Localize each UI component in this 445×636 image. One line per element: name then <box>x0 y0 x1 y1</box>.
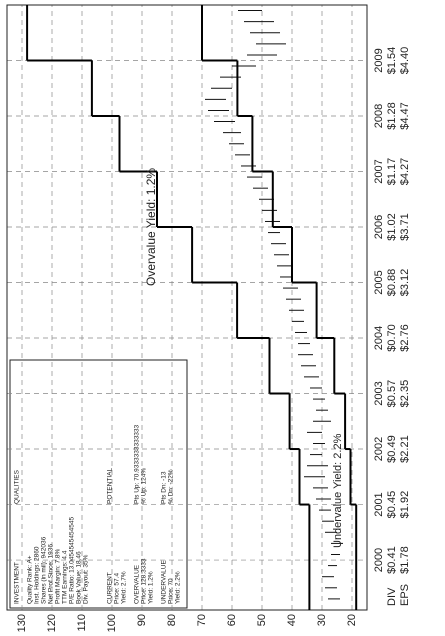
div-label: $1.54 <box>386 47 398 75</box>
info-line: CURRENT <box>107 572 114 604</box>
info-line: Yield: 2.2% <box>175 571 182 604</box>
x-tick-label: 2004 <box>373 326 385 350</box>
eps-label: $2.21 <box>399 435 411 463</box>
eps-label: $4.47 <box>399 102 411 130</box>
y-tick-label: 80 <box>166 614 178 626</box>
info-line: Price: 57.4 <box>114 573 121 604</box>
eps-label: $2.76 <box>399 324 411 352</box>
x-tick-label: 2001 <box>373 492 385 516</box>
div-label: $0.88 <box>386 269 398 297</box>
x-tick-label: 2007 <box>373 159 385 183</box>
x-tick-label: 2002 <box>373 437 385 461</box>
div-label: $0.41 <box>386 546 398 574</box>
row-label: DIV <box>386 587 398 606</box>
info-line: TTM Earnings: 4.4 <box>62 550 69 604</box>
y-tick-label: 30 <box>316 614 328 626</box>
info-line: Div. Payout: 35% <box>83 554 90 604</box>
info-line: P/E Ratio: 13.0454545454545 <box>69 517 76 604</box>
info-line: % Up: 124% <box>141 468 148 504</box>
eps-label: $4.27 <box>399 158 411 186</box>
info-line: Pts Dn: -13 <box>161 471 168 504</box>
y-tick-label: 110 <box>76 614 88 632</box>
y-tick-label: 20 <box>346 614 358 626</box>
info-line: Shares (in mil): 942036 <box>41 536 48 604</box>
eps-label: $3.12 <box>399 269 411 297</box>
info-line: Price: 128.3333 <box>141 558 148 604</box>
info-line: % Dn: -22% <box>168 469 175 504</box>
info-line: Pts Up: 70.9333333333333 <box>134 424 141 504</box>
info-line: Net Prof Since: 1936 <box>48 544 55 604</box>
info-line: Book Value: 18.46 <box>76 551 83 604</box>
info-line: Price: 70 <box>168 578 175 604</box>
y-tick-label: 120 <box>46 614 58 632</box>
info-header: INVESTMENT <box>14 562 21 604</box>
info-line: Profit Margin: 7.8% <box>55 549 62 604</box>
y-tick-label: 50 <box>256 614 268 626</box>
y-tick-label: 130 <box>16 614 28 632</box>
row-label: EPS <box>399 584 411 606</box>
div-label: $1.02 <box>386 213 398 241</box>
y-tick-label: 90 <box>136 614 148 626</box>
div-label: $0.45 <box>386 491 398 519</box>
x-tick-label: 2003 <box>373 381 385 405</box>
info-line: Inst. Holdings: 2860 <box>34 546 41 604</box>
div-label: $0.49 <box>386 435 398 463</box>
info-line: OVERVALUE <box>134 564 141 604</box>
div-label: $0.57 <box>386 380 398 408</box>
x-tick-label: 2008 <box>373 104 385 128</box>
div-label: $1.28 <box>386 102 398 130</box>
info-header: QUALITIES <box>14 469 21 504</box>
eps-label: $1.78 <box>399 546 411 574</box>
info-box <box>9 359 188 609</box>
info-line: Yield: 1.2% <box>148 571 155 604</box>
y-tick-label: 40 <box>286 614 298 626</box>
div-label: $0.70 <box>386 324 398 352</box>
eps-label: $4.40 <box>399 47 411 75</box>
x-tick-label: 2000 <box>373 548 385 572</box>
info-line: UNDERVALUE <box>161 560 168 604</box>
x-tick-label: 2006 <box>373 215 385 239</box>
x-tick-label: 2009 <box>373 48 385 72</box>
y-tick-label: 70 <box>196 614 208 626</box>
eps-label: $2.35 <box>399 380 411 408</box>
info-line: Quality Rank: A+ <box>27 555 34 604</box>
y-tick-label: 100 <box>106 614 118 632</box>
eps-label: $1.92 <box>399 491 411 519</box>
band-label: Overvalue Yield: 1.2% <box>144 168 158 286</box>
info-header: POTENTIAL <box>107 467 114 504</box>
y-tick-label: 60 <box>226 614 238 626</box>
band-label: Undervalue Yield: 2.2% <box>332 433 344 548</box>
info-line: Yield: 2.7% <box>121 571 128 604</box>
div-label: $1.17 <box>386 158 398 186</box>
plot-frame <box>6 4 368 611</box>
x-tick-label: 2005 <box>373 270 385 294</box>
eps-label: $3.71 <box>399 213 411 241</box>
